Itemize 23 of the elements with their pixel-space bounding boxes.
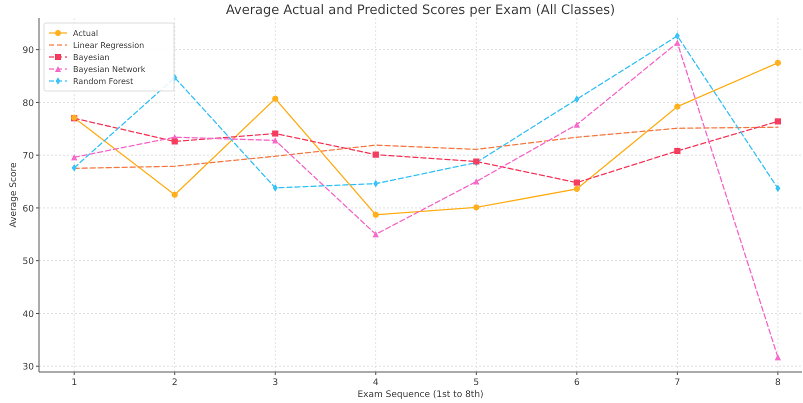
x-tick-label: 8 <box>775 378 782 388</box>
y-tick-label: 60 <box>22 204 34 214</box>
legend-label: Linear Regression <box>73 41 144 50</box>
legend-label: Actual <box>73 29 98 38</box>
x-tick-label: 6 <box>574 378 580 388</box>
legend-label: Bayesian Network <box>73 65 146 74</box>
x-tick-label: 7 <box>674 378 680 388</box>
y-tick-label: 50 <box>22 257 34 268</box>
x-tick-label: 1 <box>71 378 78 388</box>
legend-label: Random Forest <box>73 77 134 86</box>
x-tick-label: 5 <box>473 378 480 388</box>
y-tick-label: 70 <box>22 152 34 162</box>
x-tick-label: 2 <box>172 378 178 388</box>
legend-label: Bayesian <box>73 53 110 62</box>
chart-title: Average Actual and Predicted Scores per Exam (All Classes) <box>226 3 616 18</box>
x-axis-title: Exam Sequence (1st to 8th) <box>357 390 484 400</box>
y-tick-label: 80 <box>22 98 34 109</box>
x-tick-label: 3 <box>272 378 278 388</box>
y-tick-label: 40 <box>22 310 34 320</box>
y-tick-label: 30 <box>22 362 34 373</box>
x-tick-label: 4 <box>372 378 379 388</box>
y-axis-title: Average Score <box>9 162 19 228</box>
y-tick-label: 90 <box>22 46 34 56</box>
